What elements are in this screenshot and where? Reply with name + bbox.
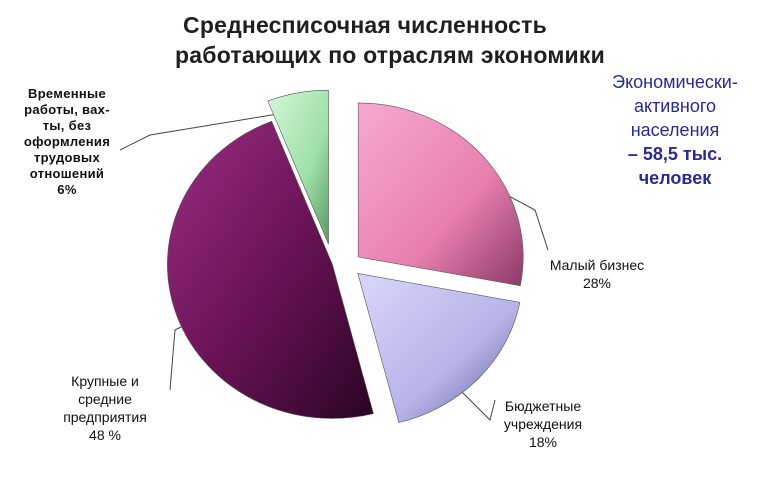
chart-title: Среднесписочная численность работающих п…	[0, 10, 770, 70]
label-small-business: Малый бизнес 28%	[517, 256, 677, 292]
note-line-4: – 58,5 тыс.	[627, 144, 723, 164]
label-temp-line-4: оформления	[23, 134, 111, 149]
label-temporary-work: Временные работы, вах- ты, без оформлени…	[2, 86, 132, 198]
label-temp-line-3: ты, без	[42, 118, 92, 133]
label-temp-value: 6%	[57, 182, 77, 197]
slice-small-business	[357, 102, 524, 287]
label-temp-line-5: трудовых	[34, 150, 100, 165]
label-small-business-name: Малый бизнес	[549, 257, 645, 273]
label-temp-line-1: Временные	[28, 86, 106, 101]
label-large-line-1: Крупные и	[71, 373, 139, 389]
note-line-3: населения	[630, 120, 720, 140]
leader-temporary-work	[119, 111, 291, 151]
label-budget-line-2: учреждения	[503, 416, 583, 432]
chart-title-line-1: Среднесписочная численность	[183, 12, 547, 38]
slice-budget	[357, 273, 521, 423]
label-large-value: 48 %	[89, 427, 121, 443]
note-line-5: человек	[638, 168, 712, 188]
slice-temporary-work	[267, 89, 329, 245]
pie-slices	[167, 89, 524, 423]
label-temp-line-2: работы, вах-	[24, 102, 110, 117]
label-small-business-value: 28%	[582, 275, 612, 291]
slice-large-enterprises	[167, 120, 374, 419]
label-budget: Бюджетные учреждения 18%	[478, 397, 608, 451]
label-temp-line-6: отношений	[29, 166, 105, 181]
leader-budget	[454, 384, 496, 421]
chart-title-line-2: работающих по отраслям экономики	[175, 42, 605, 68]
label-budget-line-1: Бюджетные	[504, 398, 582, 414]
population-note: Экономически- активного населения – 58,5…	[590, 70, 760, 190]
label-large-line-2: средние	[78, 391, 132, 407]
note-line-2: активного	[633, 96, 717, 116]
label-budget-value: 18%	[528, 434, 558, 450]
label-large-enterprises: Крупные и средние предприятия 48 %	[30, 372, 180, 444]
label-large-line-3: предприятия	[63, 409, 147, 425]
note-line-1: Экономически-	[612, 72, 738, 92]
